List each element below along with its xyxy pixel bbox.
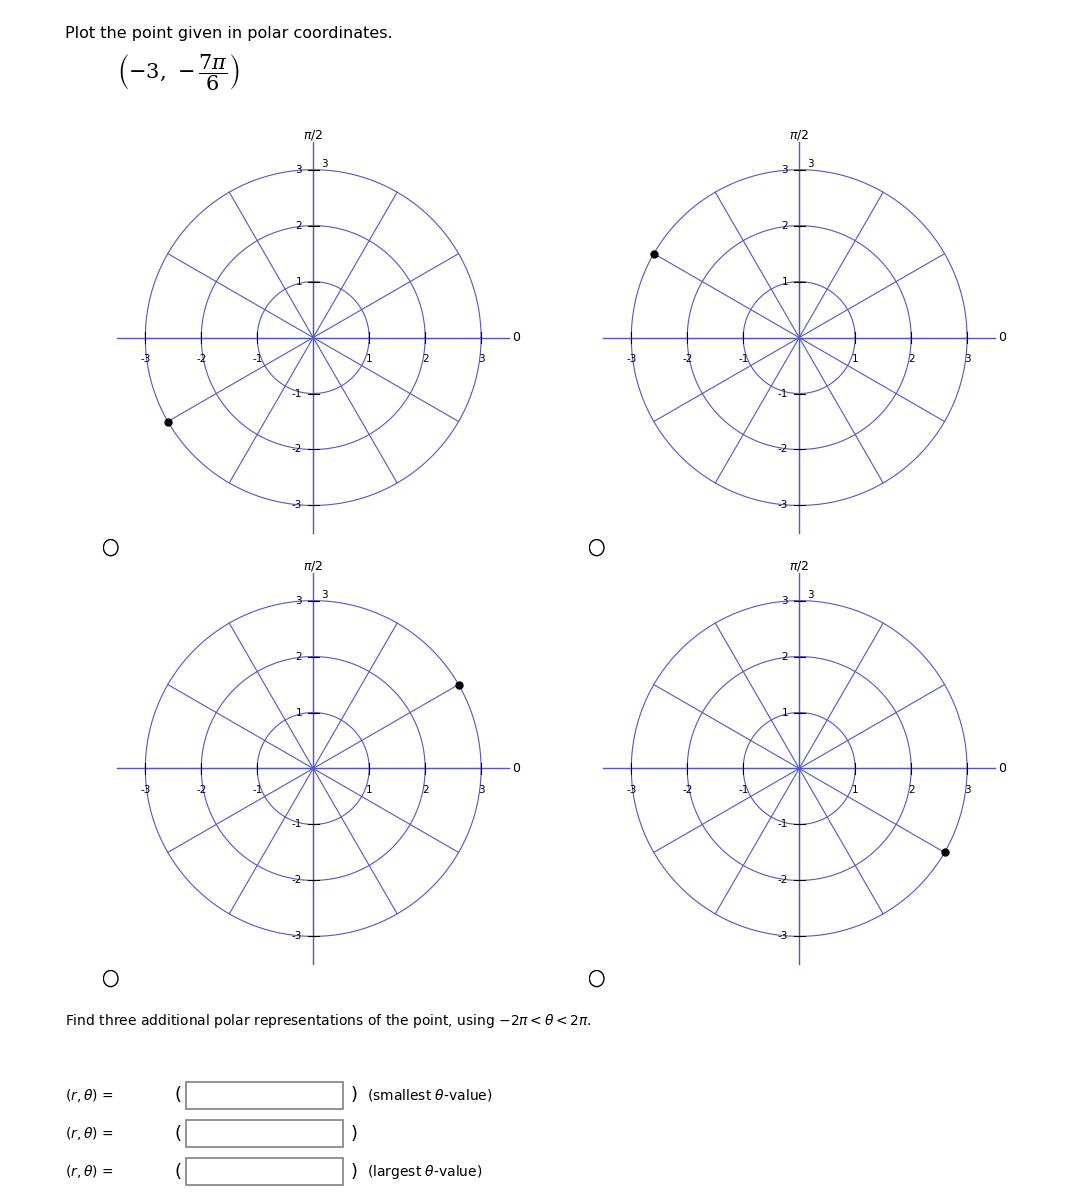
Text: 0: 0 xyxy=(998,332,1005,344)
Text: 0: 0 xyxy=(512,762,519,774)
Text: 3: 3 xyxy=(477,354,485,364)
Text: -1: -1 xyxy=(292,389,302,399)
Text: -2: -2 xyxy=(778,875,788,886)
Text: Find three additional polar representations of the point, using $-2\pi < \theta : Find three additional polar representati… xyxy=(65,1013,592,1031)
Text: 3: 3 xyxy=(322,159,328,169)
Text: (: ( xyxy=(174,1086,181,1105)
Text: -1: -1 xyxy=(738,785,748,795)
Text: 1: 1 xyxy=(366,785,373,795)
Text: -1: -1 xyxy=(738,354,748,364)
Text: 3: 3 xyxy=(782,165,788,175)
Text: ): ) xyxy=(351,1086,357,1105)
Text: 1: 1 xyxy=(782,707,788,717)
Text: -1: -1 xyxy=(292,820,302,830)
Text: -2: -2 xyxy=(292,444,302,455)
Text: -2: -2 xyxy=(683,354,692,364)
Bar xyxy=(187,1082,343,1108)
Text: 3: 3 xyxy=(963,354,971,364)
Text: -3: -3 xyxy=(778,931,788,941)
Text: -2: -2 xyxy=(197,785,206,795)
Text: 0: 0 xyxy=(512,332,519,344)
Text: 1: 1 xyxy=(852,785,859,795)
Text: ): ) xyxy=(351,1162,357,1181)
Bar xyxy=(187,1159,343,1185)
Text: 1: 1 xyxy=(782,277,788,286)
Text: -3: -3 xyxy=(626,785,636,795)
Text: -3: -3 xyxy=(140,785,150,795)
Text: 1: 1 xyxy=(296,707,302,717)
Text: $(r, \theta)$ =: $(r, \theta)$ = xyxy=(65,1087,114,1104)
Text: 3: 3 xyxy=(963,785,971,795)
Text: 3: 3 xyxy=(296,165,302,175)
Text: 3: 3 xyxy=(477,785,485,795)
Text: 3: 3 xyxy=(808,159,814,169)
Text: $\left(-3,\,-\dfrac{7\pi}{6}\right)$: $\left(-3,\,-\dfrac{7\pi}{6}\right)$ xyxy=(117,53,240,93)
Text: -1: -1 xyxy=(252,354,262,364)
Text: 2: 2 xyxy=(296,220,302,231)
Text: $\pi/2$: $\pi/2$ xyxy=(303,128,323,141)
Text: (: ( xyxy=(174,1124,181,1143)
Text: $(r, \theta)$ =: $(r, \theta)$ = xyxy=(65,1125,114,1142)
Text: $\pi/2$: $\pi/2$ xyxy=(789,559,809,572)
Text: -3: -3 xyxy=(292,931,302,941)
Text: 1: 1 xyxy=(852,354,859,364)
Text: 3: 3 xyxy=(808,590,814,600)
Text: -1: -1 xyxy=(778,389,788,399)
Text: 2: 2 xyxy=(782,651,788,662)
Text: -2: -2 xyxy=(683,785,692,795)
Text: 2: 2 xyxy=(422,785,429,795)
Text: -2: -2 xyxy=(778,444,788,455)
Text: -3: -3 xyxy=(292,500,302,510)
Text: 3: 3 xyxy=(782,596,788,606)
Text: 2: 2 xyxy=(782,220,788,231)
Text: 0: 0 xyxy=(998,762,1005,774)
Text: 1: 1 xyxy=(366,354,373,364)
Text: $\pi/2$: $\pi/2$ xyxy=(789,128,809,141)
Text: -3: -3 xyxy=(778,500,788,510)
Text: $(r, \theta)$ =: $(r, \theta)$ = xyxy=(65,1163,114,1180)
Text: 2: 2 xyxy=(908,785,915,795)
Text: 2: 2 xyxy=(422,354,429,364)
Text: -3: -3 xyxy=(140,354,150,364)
Text: (: ( xyxy=(174,1162,181,1181)
Text: 3: 3 xyxy=(322,590,328,600)
Text: (smallest $\theta$-value): (smallest $\theta$-value) xyxy=(367,1087,492,1104)
Text: Plot the point given in polar coordinates.: Plot the point given in polar coordinate… xyxy=(65,26,392,42)
Text: ): ) xyxy=(351,1124,357,1143)
Text: -2: -2 xyxy=(197,354,206,364)
Text: 2: 2 xyxy=(296,651,302,662)
Text: $\pi/2$: $\pi/2$ xyxy=(303,559,323,572)
Bar xyxy=(187,1120,343,1147)
Text: -3: -3 xyxy=(626,354,636,364)
Text: (largest $\theta$-value): (largest $\theta$-value) xyxy=(367,1162,483,1181)
Text: 1: 1 xyxy=(296,277,302,286)
Text: -1: -1 xyxy=(778,820,788,830)
Text: -2: -2 xyxy=(292,875,302,886)
Text: -1: -1 xyxy=(252,785,262,795)
Text: 3: 3 xyxy=(296,596,302,606)
Text: 2: 2 xyxy=(908,354,915,364)
